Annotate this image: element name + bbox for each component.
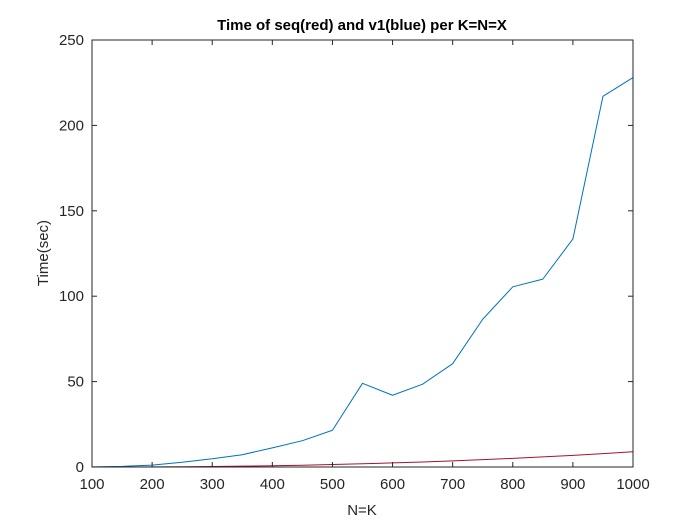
x-tick-label: 700 xyxy=(440,476,465,493)
x-tick-label: 500 xyxy=(320,476,345,493)
y-tick-label: 150 xyxy=(59,203,84,220)
plot-box xyxy=(91,39,634,468)
chart-title: Time of seq(red) and v1(blue) per K=N=X xyxy=(217,17,507,34)
y-axis-label: Time(sec) xyxy=(35,220,52,286)
y-tick-label: 100 xyxy=(59,288,84,305)
plot-area xyxy=(92,40,633,467)
x-tick-label: 800 xyxy=(500,476,525,493)
x-tick-label: 300 xyxy=(200,476,225,493)
x-tick-label: 1000 xyxy=(616,476,649,493)
y-tick-label: 200 xyxy=(59,117,84,134)
x-tick-label: 600 xyxy=(380,476,405,493)
y-tick-label: 250 xyxy=(59,32,84,49)
x-tick-label: 900 xyxy=(560,476,585,493)
ticks-layer: 100 200 300 400 500 600 700 800 900 1000 0 50 100 150… xyxy=(59,32,650,493)
series-line-0 xyxy=(91,77,634,468)
y-tick-label: 50 xyxy=(67,374,84,391)
x-tick-label: 400 xyxy=(260,476,285,493)
y-tick-label: 0 xyxy=(76,459,84,476)
x-axis-label: N=K xyxy=(347,502,377,519)
x-tick-label: 100 xyxy=(79,476,104,493)
x-tick-label: 200 xyxy=(140,476,165,493)
